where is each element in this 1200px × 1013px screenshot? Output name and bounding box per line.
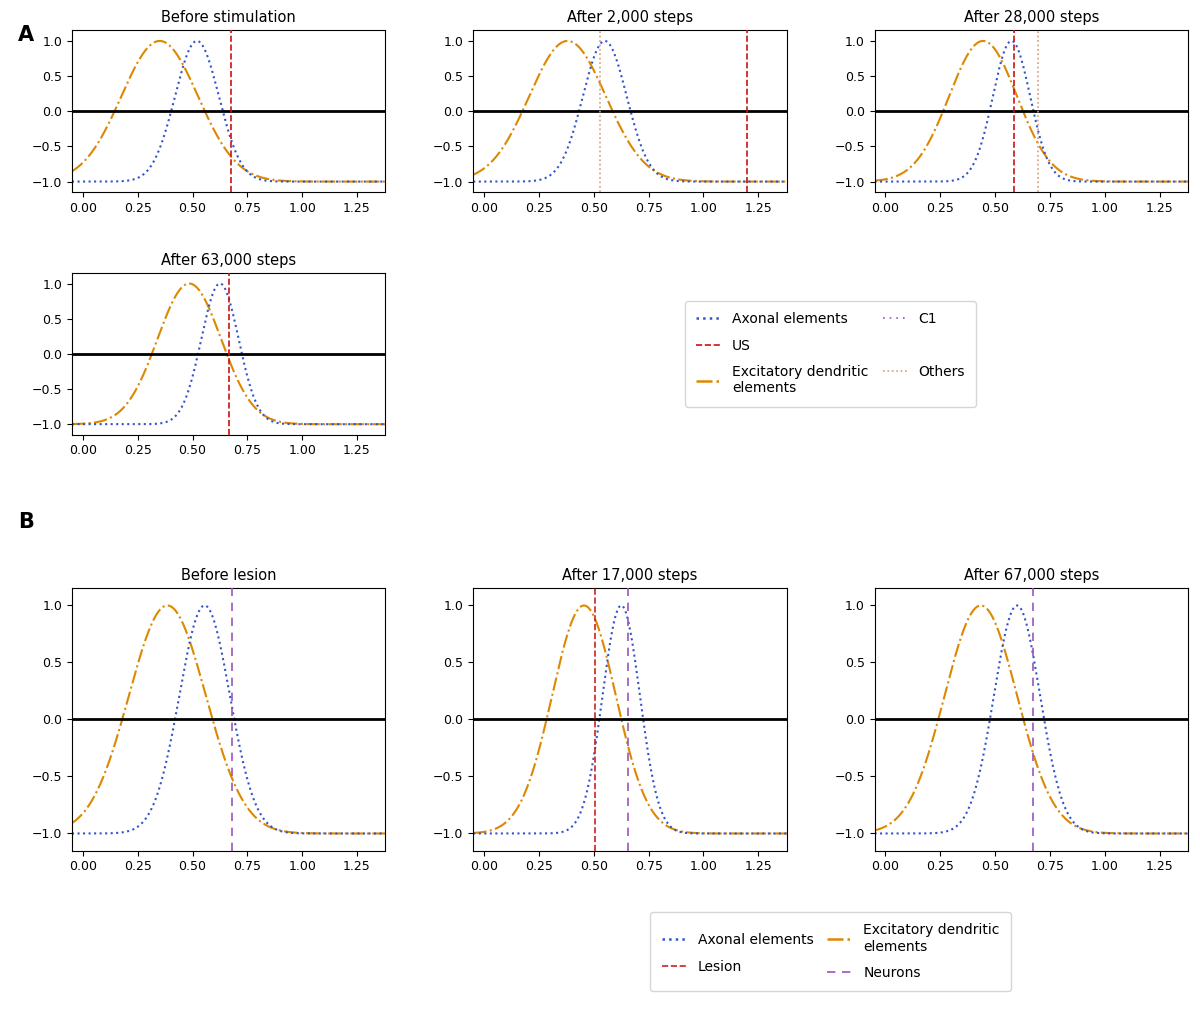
Title: Before lesion: Before lesion (181, 568, 276, 583)
Title: After 17,000 steps: After 17,000 steps (563, 568, 697, 583)
Title: After 2,000 steps: After 2,000 steps (566, 10, 694, 25)
Title: After 28,000 steps: After 28,000 steps (964, 10, 1099, 25)
Legend: Axonal elements, Lesion, Excitatory dendritic
elements, Neurons: Axonal elements, Lesion, Excitatory dend… (650, 913, 1010, 992)
Text: A: A (18, 25, 34, 46)
Title: Before stimulation: Before stimulation (161, 10, 296, 25)
Title: After 67,000 steps: After 67,000 steps (964, 568, 1099, 583)
Title: After 63,000 steps: After 63,000 steps (161, 252, 296, 267)
Legend: Axonal elements, US, Excitatory dendritic
elements, C1, , Others: Axonal elements, US, Excitatory dendriti… (685, 301, 977, 406)
Text: B: B (18, 512, 34, 532)
